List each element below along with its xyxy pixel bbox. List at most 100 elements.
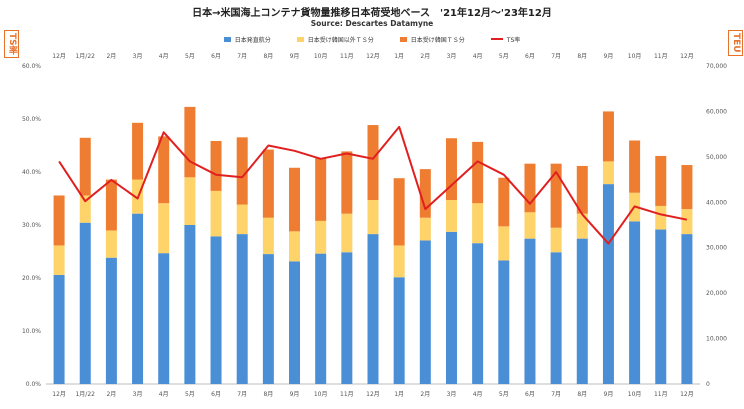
bar-segment — [576, 238, 588, 384]
x-axis-tick-label-top: 7月 — [551, 53, 561, 60]
bar-segment — [79, 195, 91, 223]
left-axis-unit-label: TS率 — [4, 30, 19, 58]
legend-swatch — [223, 36, 231, 42]
legend-swatch — [296, 36, 304, 42]
left-axis-tick-label: 0.0% — [26, 381, 42, 388]
x-axis-tick-label-bottom: 6月 — [211, 391, 221, 398]
bar-segment — [210, 236, 222, 384]
bar-segment — [289, 261, 301, 384]
bar-segment — [79, 137, 91, 196]
bar-segment — [681, 165, 693, 210]
bar-segment — [445, 200, 457, 232]
x-axis-tick-label-bottom: 3月 — [133, 391, 143, 398]
bar-segment — [210, 190, 222, 237]
bar-segment — [576, 165, 588, 214]
bar-segment — [236, 137, 248, 205]
legend-item: 日本受け韓国以外ＴＳ分 — [296, 33, 374, 45]
left-axis-tick-label: 40.0% — [22, 169, 41, 176]
x-axis-tick-label-top: 5月 — [499, 53, 509, 60]
x-axis-tick-label-top: 9月 — [290, 53, 300, 60]
x-axis-tick-label-top: 4月 — [473, 53, 483, 60]
bar-segment — [472, 243, 484, 384]
bar-segment — [524, 163, 536, 213]
bar-segment — [393, 178, 405, 246]
x-axis-tick-label-bottom: 12月 — [680, 391, 694, 398]
x-axis-tick-label-top: 6月 — [525, 53, 535, 60]
bar-segment — [393, 277, 405, 384]
bar-segment — [262, 217, 274, 255]
bar-segment — [236, 204, 248, 235]
bar-segment — [367, 200, 379, 235]
bar-segment — [132, 213, 144, 384]
x-axis-tick-label-top: 11月 — [340, 53, 354, 60]
x-axis-tick-label-top: 10月 — [628, 53, 642, 60]
bar-segment — [393, 245, 405, 278]
bar-segment — [105, 230, 117, 258]
right-axis-tick-label: 30,000 — [706, 245, 727, 252]
x-axis-tick-label-bottom: 12月 — [366, 391, 380, 398]
bar-segment — [419, 169, 431, 218]
x-axis-tick-label-bottom: 5月 — [499, 391, 509, 398]
bar-segment — [681, 209, 693, 235]
bar-segment — [498, 226, 510, 261]
bar-segment — [524, 212, 536, 239]
x-axis-tick-label-bottom: 3月 — [447, 391, 457, 398]
x-axis-tick-label-top: 11月 — [654, 53, 668, 60]
right-axis-tick-label: 0 — [706, 381, 710, 388]
bar-segment — [445, 231, 457, 384]
x-axis-tick-label-top: 9月 — [604, 53, 614, 60]
x-axis-tick-label-bottom: 4月 — [159, 391, 169, 398]
right-axis-unit-label: TEU — [728, 30, 743, 56]
legend-item: 日本受け韓国ＴＳ分 — [399, 33, 465, 45]
x-axis-tick-label-top: 1月 — [394, 53, 404, 60]
bar-segment — [524, 238, 536, 384]
bar-segment — [184, 225, 196, 384]
x-axis-tick-label-top: 4月 — [159, 53, 169, 60]
x-axis-tick-label-bottom: 11月 — [654, 391, 668, 398]
x-axis-tick-label-bottom: 11月 — [340, 391, 354, 398]
bar-segment — [105, 257, 117, 384]
bar-segment — [681, 234, 693, 384]
x-axis-tick-label-bottom: 2月 — [106, 391, 116, 398]
bar-segment — [132, 122, 144, 180]
bar-segment — [184, 177, 196, 225]
x-axis-tick-label-top: 6月 — [211, 53, 221, 60]
left-axis-tick-label: 30.0% — [22, 222, 41, 229]
x-axis-tick-label-top: 12月 — [366, 53, 380, 60]
bar-segment — [315, 253, 327, 384]
bar-segment — [158, 136, 170, 204]
bar-segment — [158, 203, 170, 254]
left-axis-tick-label: 60.0% — [22, 63, 41, 70]
legend-swatch — [399, 36, 407, 42]
legend-label: TS率 — [506, 36, 521, 44]
legend-label: 日本受け韓国ＴＳ分 — [410, 36, 465, 44]
bar-segment — [105, 179, 117, 231]
bar-segment — [550, 163, 562, 228]
right-axis-tick-label: 50,000 — [706, 154, 727, 161]
right-axis-tick-label: 10,000 — [706, 336, 727, 343]
x-axis-tick-label-top: 3月 — [133, 53, 143, 60]
x-axis-tick-label-top: 2月 — [420, 53, 430, 60]
x-axis-tick-label-bottom: 1月 — [394, 391, 404, 398]
chart-subtitle: Source: Descartes Datamyne — [310, 19, 434, 28]
chart-legend: 日本発直航分 日本受け韓国以外ＴＳ分 日本受け韓国ＴＳ分 TS率 — [0, 33, 744, 45]
x-axis-tick-label-bottom: 7月 — [237, 391, 247, 398]
bar-segment — [262, 149, 274, 218]
bar-segment — [472, 141, 484, 204]
legend-swatch — [490, 38, 503, 40]
bar-segment — [367, 234, 379, 384]
bar-segment — [602, 161, 614, 185]
bar-segment — [655, 229, 667, 384]
right-axis-tick-label: 70,000 — [706, 63, 727, 70]
bar-segment — [53, 195, 65, 246]
legend-label: 日本発直航分 — [234, 36, 271, 44]
bar-segment — [602, 111, 614, 162]
x-axis-tick-label-top: 3月 — [447, 53, 457, 60]
x-axis-tick-label-top: 7月 — [237, 53, 247, 60]
x-axis-tick-label-top: 5月 — [185, 53, 195, 60]
bar-segment — [315, 158, 327, 221]
bar-segment — [445, 138, 457, 201]
x-axis-tick-label-bottom: 9月 — [604, 391, 614, 398]
